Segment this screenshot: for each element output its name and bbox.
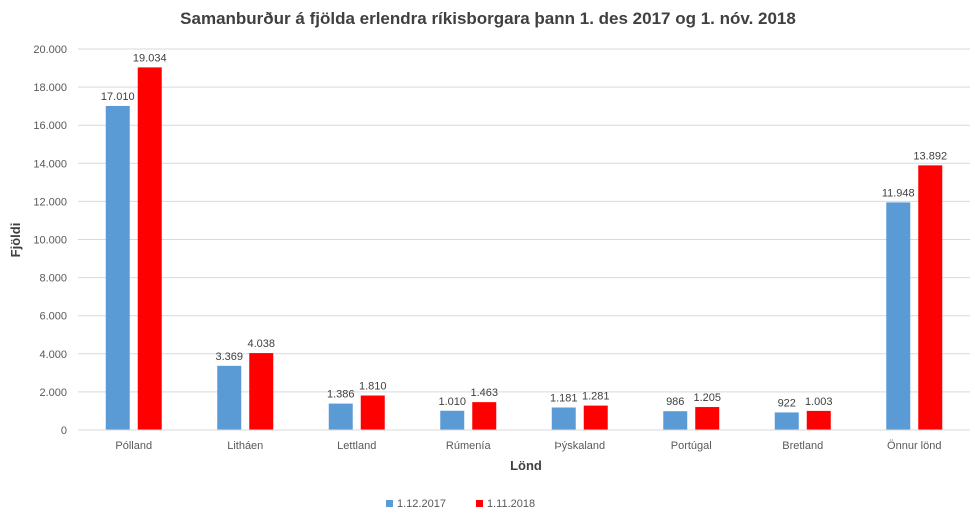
x-tick-label: Portúgal — [671, 440, 712, 452]
bar — [886, 202, 911, 430]
bar — [472, 402, 497, 430]
x-tick-label: Lettland — [337, 440, 376, 452]
y-tick-label: 18.000 — [33, 82, 67, 94]
data-label: 922 — [778, 397, 796, 409]
bar — [918, 165, 943, 430]
data-label: 1.010 — [438, 396, 466, 408]
bar — [663, 411, 688, 430]
y-tick-label: 12.000 — [33, 196, 67, 208]
bar — [328, 403, 353, 430]
bar — [806, 410, 831, 430]
y-axis-title: Fjöldi — [8, 223, 23, 258]
y-tick-label: 20.000 — [33, 44, 67, 56]
y-tick-label: 6.000 — [39, 311, 67, 323]
data-label: 13.892 — [913, 150, 947, 162]
bar — [695, 407, 720, 430]
x-tick-label: Rúmenía — [446, 440, 492, 452]
bar — [774, 412, 799, 430]
data-label: 11.948 — [882, 187, 915, 199]
bar — [583, 405, 608, 430]
data-label: 4.038 — [247, 338, 275, 350]
bar — [137, 67, 162, 431]
x-axis-ticks: Pólland Litháen Lettland Rúmenía Þýskaland Po… — [115, 440, 941, 452]
data-label: 1.463 — [470, 387, 498, 399]
bar — [105, 105, 130, 430]
bar — [440, 410, 465, 430]
x-tick-label: Önnur lönd — [887, 440, 941, 452]
y-tick-label: 2.000 — [39, 387, 67, 399]
bar — [217, 365, 242, 430]
data-label: 1.181 — [550, 393, 578, 405]
bars — [105, 67, 943, 431]
x-tick-label: Pólland — [115, 440, 152, 452]
legend-swatch — [386, 500, 393, 507]
y-tick-label: 14.000 — [33, 158, 67, 170]
chart-title: Samanburður á fjölda erlendra ríkisborga… — [180, 9, 796, 28]
y-tick-label: 16.000 — [33, 120, 67, 132]
y-tick-label: 0 — [61, 425, 67, 437]
data-label: 3.369 — [215, 351, 243, 363]
y-tick-label: 4.000 — [39, 349, 67, 361]
legend: 1.12.2017 1.11.2018 — [386, 498, 535, 510]
data-label: 1.205 — [693, 392, 721, 404]
data-label: 1.281 — [582, 391, 610, 403]
data-label: 17.010 — [101, 91, 135, 103]
bar — [360, 395, 385, 430]
legend-swatch — [476, 500, 483, 507]
legend-label: 1.11.2018 — [487, 498, 535, 510]
data-label: 986 — [666, 396, 684, 408]
x-tick-label: Litháen — [227, 440, 263, 452]
y-axis-ticks: 0 2.000 4.000 6.000 8.000 10.000 12.000 14.000 1… — [33, 44, 67, 437]
data-label: 1.386 — [327, 389, 355, 401]
x-tick-label: Bretland — [782, 440, 823, 452]
bar — [249, 353, 274, 430]
x-axis-title: Lönd — [510, 458, 542, 473]
y-tick-label: 8.000 — [39, 273, 67, 285]
data-labels: 17.010 19.034 3.369 4.038 1.386 1.810 1.010 1.4… — [101, 52, 947, 409]
gridlines — [78, 48, 970, 393]
x-tick-label: Þýskaland — [554, 440, 605, 452]
data-label: 1.003 — [805, 396, 833, 408]
data-label: 19.034 — [133, 52, 167, 64]
legend-label: 1.12.2017 — [397, 498, 446, 510]
data-label: 1.810 — [359, 381, 387, 393]
bar — [551, 407, 576, 430]
y-tick-label: 10.000 — [33, 235, 67, 247]
